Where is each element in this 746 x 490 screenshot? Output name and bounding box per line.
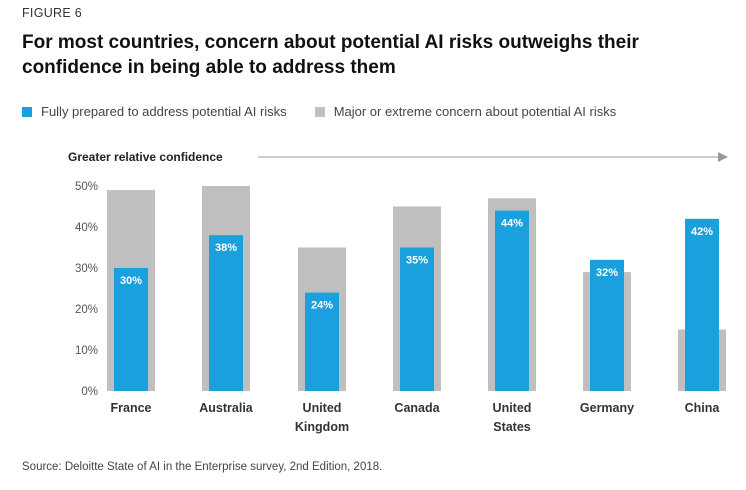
x-tick-label-line: States: [493, 420, 531, 434]
bar-prepared: [590, 259, 624, 391]
x-tick-label: United Kingdom: [295, 401, 349, 434]
chart-title: For most countries, concern about potent…: [22, 32, 639, 78]
x-tick-label-line: Canada: [394, 401, 440, 415]
bar-prepared: [209, 235, 243, 391]
legend-label-concern: Major or extreme concern about potential…: [333, 104, 617, 119]
x-tick-label-line: Germany: [580, 401, 634, 415]
x-tick-label-line: France: [111, 401, 152, 415]
x-tick-label-line: United: [493, 401, 532, 415]
x-tick-label-line: Kingdom: [295, 420, 349, 434]
bar-prepared: [114, 268, 148, 391]
data-label: 32%: [596, 267, 618, 279]
annotation-arrow-head: [718, 152, 728, 162]
annotation-label: Greater relative confidence: [68, 150, 223, 164]
bar-prepared: [495, 210, 529, 391]
x-tick-label: France: [111, 401, 152, 415]
y-tick-label: 40%: [75, 222, 98, 234]
bar-prepared: [685, 218, 719, 391]
data-label: 38%: [215, 242, 237, 254]
data-label: 42%: [691, 226, 713, 238]
source-note: Source: Deloitte State of AI in the Ente…: [22, 461, 383, 473]
bar-chart: Greater relative confidence 0% 10% 20% 30% 40…: [68, 150, 728, 434]
legend-swatch-concern: [314, 106, 325, 117]
legend: Fully prepared to address potential AI r…: [22, 104, 644, 119]
data-label: 24%: [311, 300, 333, 312]
legend-item-prepared: Fully prepared to address potential AI r…: [22, 104, 287, 119]
x-tick-label-line: Australia: [199, 401, 254, 415]
x-tick-label: United States: [493, 401, 532, 434]
y-tick-label: 20%: [75, 304, 98, 316]
x-tick-label: Germany: [580, 401, 634, 415]
y-tick-label: 10%: [75, 345, 98, 357]
legend-item-concern: Major or extreme concern about potential…: [314, 104, 617, 119]
data-label: 35%: [406, 255, 428, 267]
legend-label-prepared: Fully prepared to address potential AI r…: [41, 104, 287, 119]
x-tick-label: Australia: [199, 401, 254, 415]
x-tick-label: Canada: [394, 401, 440, 415]
y-tick-label: 0%: [81, 386, 98, 398]
y-tick-label: 30%: [75, 263, 98, 275]
bar-prepared: [400, 247, 434, 391]
x-tick-label-line: China: [685, 401, 721, 415]
legend-swatch-prepared: [22, 106, 32, 117]
data-label: 30%: [120, 275, 142, 287]
x-tick-label-line: United: [303, 401, 342, 415]
bar-prepared: [305, 292, 339, 391]
y-tick-label: 50%: [75, 181, 98, 193]
data-label: 44%: [501, 218, 523, 230]
x-tick-label: China: [685, 401, 721, 415]
figure-label: FIGURE 6: [22, 6, 83, 20]
